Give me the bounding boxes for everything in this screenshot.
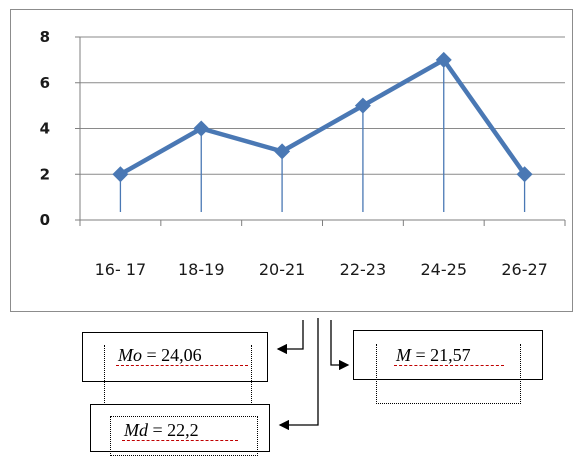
mode-box	[82, 332, 268, 382]
median-symbol: Md	[124, 420, 148, 440]
mean-value: = 21,57	[411, 345, 471, 365]
mean-underline	[394, 365, 504, 366]
x-tick-label: 16- 17	[95, 260, 147, 279]
data-point	[516, 166, 533, 183]
median-underline	[122, 440, 238, 441]
x-tick-label: 18-19	[178, 260, 225, 279]
data-point	[112, 166, 129, 183]
mode-value: = 24,06	[142, 345, 202, 365]
mode-symbol: Mo	[118, 345, 142, 365]
y-tick-label: 2	[40, 165, 50, 183]
data-point	[354, 97, 371, 114]
x-tick-label: 22-23	[340, 260, 387, 279]
median-box	[90, 404, 270, 452]
data-point	[193, 120, 210, 137]
mode-underline	[116, 365, 248, 366]
arrow-to-mode	[276, 320, 304, 355]
x-tick-label: 20-21	[259, 260, 306, 279]
chart-frame	[10, 9, 573, 312]
mean-label: M = 21,57	[396, 345, 471, 365]
mean-inner-frame	[376, 344, 521, 404]
arrow-to-mean	[330, 320, 350, 371]
arrow-to-median	[278, 318, 319, 431]
data-point	[435, 51, 452, 68]
median-value: = 22,2	[148, 420, 199, 440]
data-point	[274, 143, 291, 160]
median-label: Md = 22,2	[124, 420, 199, 440]
series-line	[118, 57, 527, 177]
mean-symbol: M	[396, 345, 411, 365]
x-tick-label: 26-27	[501, 260, 548, 279]
y-tick-label: 4	[40, 120, 50, 138]
y-tick-label: 6	[40, 74, 50, 92]
mean-box	[353, 330, 543, 380]
y-tick-label: 0	[40, 211, 50, 229]
y-tick-label: 8	[40, 28, 50, 46]
x-tick-label: 24-25	[421, 260, 468, 279]
mode-label: Mo = 24,06	[118, 345, 202, 365]
